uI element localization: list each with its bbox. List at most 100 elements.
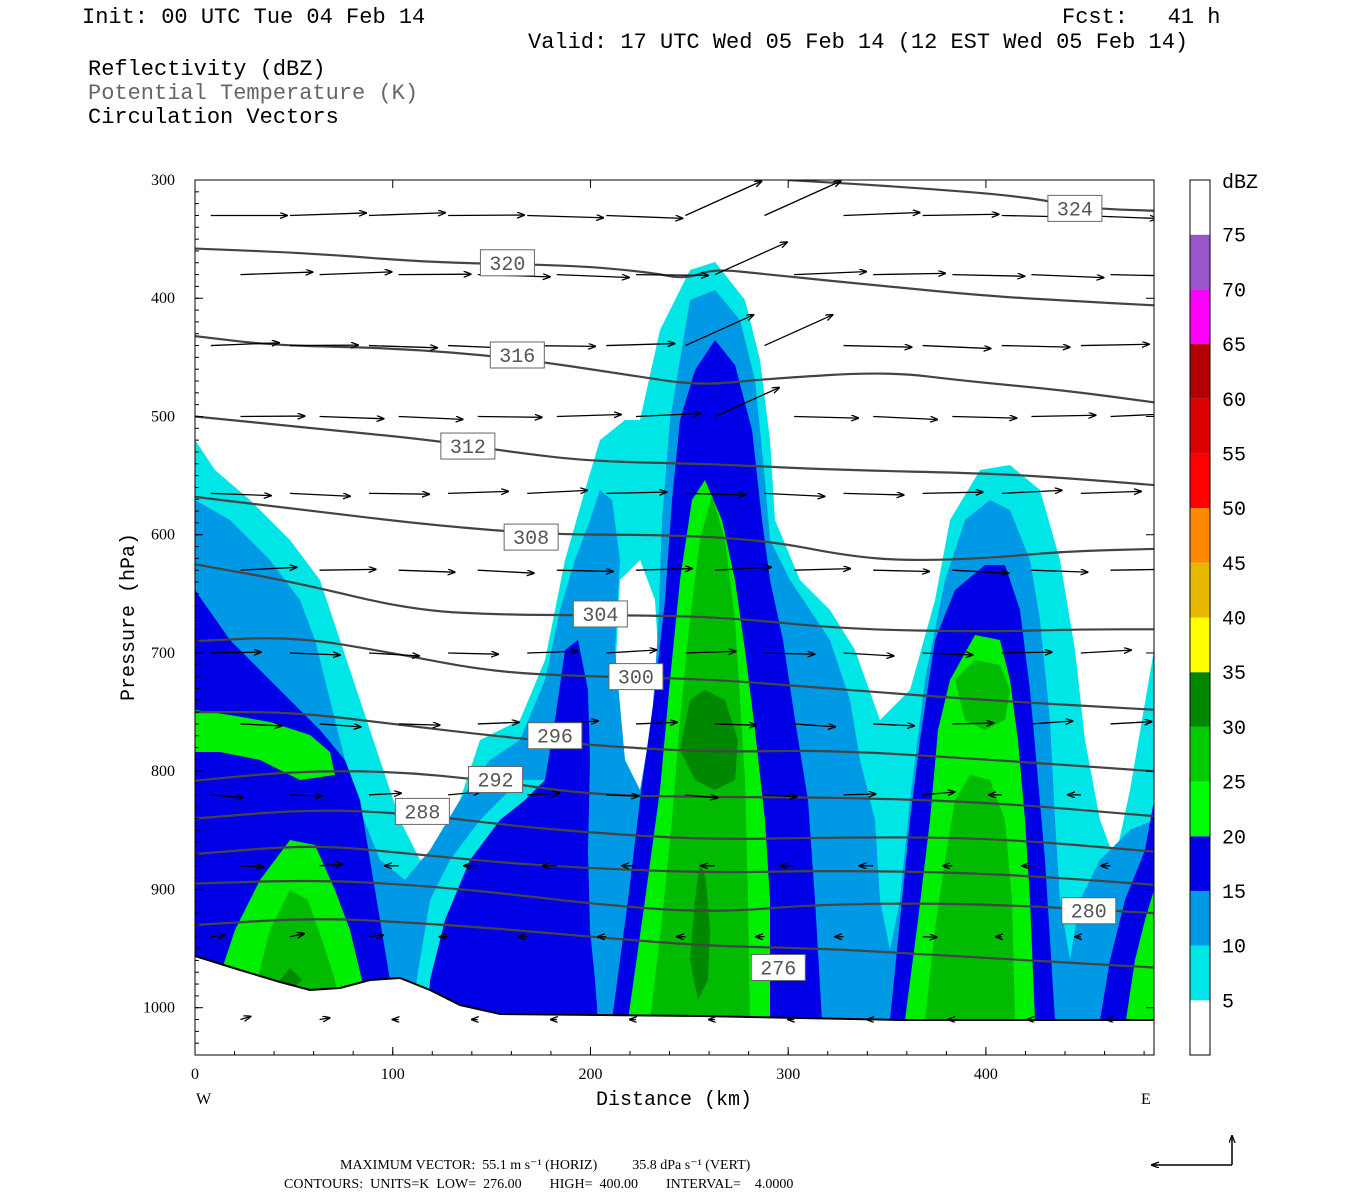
valid-time: Valid: 17 UTC Wed 05 Feb 14 (12 EST Wed … <box>528 30 1189 55</box>
colorbar-swatch <box>1190 234 1210 290</box>
theta-contour-288 <box>195 809 1154 853</box>
circulation-vector <box>635 569 692 571</box>
colorbar-label: 35 <box>1222 663 1246 686</box>
theta-label-box <box>479 249 535 277</box>
theta-label: 276 <box>760 959 796 982</box>
theta-label-box <box>1061 897 1117 925</box>
circulation-vector <box>715 724 756 725</box>
theta-contour-312 <box>195 415 1154 487</box>
circulation-vector <box>289 492 350 496</box>
circulation-vector <box>922 792 955 795</box>
colorbar-label: 50 <box>1222 499 1246 522</box>
circulation-vector <box>319 864 343 866</box>
circulation-vector <box>952 569 1008 573</box>
dbz-20-area-5 <box>1126 890 1154 1020</box>
circulation-vector <box>210 493 271 495</box>
y-tick-label: 600 <box>151 527 175 544</box>
theta-contour-276 <box>195 918 1154 969</box>
circulation-vector <box>368 493 429 494</box>
circulation-vector <box>368 213 445 216</box>
circulation-vector <box>240 866 263 867</box>
init-time: Init: 00 UTC Tue 04 Feb 14 <box>82 5 426 30</box>
circulation-vector <box>1031 415 1095 416</box>
circulation-vector <box>764 795 796 797</box>
dbz-30-area <box>680 690 738 790</box>
theta-label-box <box>394 797 450 825</box>
circulation-vector <box>843 346 912 348</box>
theta-label: 292 <box>478 770 514 793</box>
theta-label: 300 <box>618 668 654 691</box>
theta-label: 296 <box>537 727 573 750</box>
theta-label-box <box>503 523 559 551</box>
circulation-vector <box>368 346 437 348</box>
circulation-vector <box>556 273 629 278</box>
circulation-vector <box>606 214 682 218</box>
circulation-vector <box>764 653 814 654</box>
reference-vector <box>1152 1136 1232 1165</box>
colorbar-label: 20 <box>1222 827 1246 850</box>
colorbar-label: 65 <box>1222 335 1246 358</box>
theta-label: 308 <box>513 528 549 551</box>
theta-contour-280 <box>195 879 1154 915</box>
circulation-vector <box>843 213 920 216</box>
circulation-vector <box>1080 344 1149 345</box>
circulation-vector <box>685 181 761 217</box>
circulation-vector <box>319 272 392 275</box>
circulation-vector <box>448 491 508 493</box>
circulation-vector <box>319 1018 330 1020</box>
theta-label-box <box>489 341 545 369</box>
colorbar-label: 30 <box>1222 718 1246 741</box>
circulation-vector <box>289 795 322 796</box>
footer-contours: CONTOURS: UNITS=K LOW= 276.00 HIGH= 400.… <box>284 1177 794 1192</box>
circulation-vector <box>210 343 279 346</box>
circulation-vector <box>715 567 771 570</box>
colorbar-label: 10 <box>1222 937 1246 960</box>
circulation-vector <box>922 214 999 215</box>
theta-label-box <box>750 954 806 981</box>
circulation-vector <box>240 724 281 726</box>
circulation-vector <box>1001 346 1070 348</box>
theta-contour-292 <box>195 770 1154 818</box>
circulation-vector <box>368 652 419 656</box>
y-axis-title: Pressure (hPa) <box>118 533 141 701</box>
y-tick-label: 700 <box>151 645 175 662</box>
circulation-vector <box>873 273 945 274</box>
circulation-vector <box>1110 722 1151 724</box>
circulation-vector <box>764 315 832 347</box>
footer-max-vector: MAXIMUM VECTOR: 55.1 m s⁻¹ (HORIZ) 35.8 … <box>340 1158 751 1173</box>
circulation-vector <box>527 490 587 493</box>
circulation-vector <box>398 570 455 572</box>
circulation-vector <box>448 653 498 654</box>
circulation-vector <box>764 492 824 496</box>
theta-label: 280 <box>1071 902 1107 925</box>
theta-label-box <box>468 765 524 793</box>
circulation-vector <box>606 492 666 493</box>
theta-contour-304 <box>195 563 1154 633</box>
circulation-vector <box>319 416 384 418</box>
circulation-vector <box>685 315 753 347</box>
theta-label: 320 <box>489 254 525 277</box>
field-label-reflectivity: Reflectivity (dBZ) <box>88 57 326 82</box>
circulation-vector <box>685 493 745 495</box>
y-tick-label: 500 <box>151 408 175 425</box>
colorbar-frame <box>1189 179 1211 1056</box>
circulation-vector <box>398 724 440 725</box>
y-tick-label: 800 <box>151 763 175 780</box>
circulation-vectors <box>210 181 1154 1020</box>
circulation-vector <box>635 275 708 276</box>
circulation-vector <box>794 272 866 275</box>
circulation-vector <box>319 569 376 570</box>
theta-label: 312 <box>450 437 486 460</box>
x-tick-label: 400 <box>974 1066 998 1083</box>
circulation-vector <box>873 724 914 726</box>
colorbar-swatch <box>1190 180 1210 235</box>
circulation-vector <box>843 794 876 795</box>
y-tick-label: 900 <box>151 881 175 898</box>
circulation-vector <box>1031 721 1072 724</box>
circulation-vector <box>1031 273 1103 278</box>
circulation-vector <box>714 388 779 418</box>
circulation-vector <box>527 215 603 217</box>
colorbar-swatch <box>1190 617 1210 673</box>
theta-label: 316 <box>499 346 535 369</box>
circulation-vector <box>210 652 261 653</box>
